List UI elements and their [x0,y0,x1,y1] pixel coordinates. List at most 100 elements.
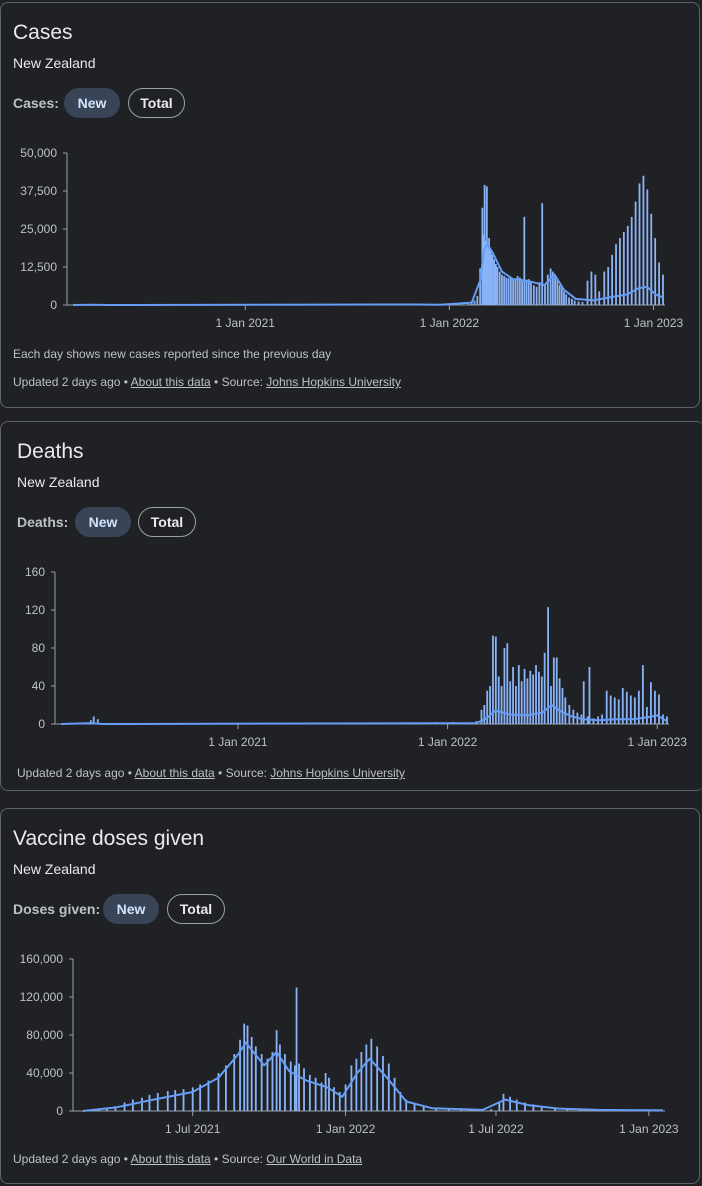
data-bar [532,1104,535,1111]
data-bar [470,302,473,305]
updated-text: Updated 2 days ago [13,1152,121,1166]
data-bar [558,285,561,305]
data-bar [515,686,517,724]
data-bar [320,1082,323,1111]
source-link[interactable]: Johns Hopkins University [266,375,402,389]
y-tick-label: 0 [50,298,57,312]
data-bar [517,665,520,724]
chart-footer: Updated 2 days ago • About this data • S… [13,1152,362,1166]
cases-chart[interactable]: 0 12,500 25,000 37,500 50,000 1 Jan 2021 1 Jan… [1,141,701,333]
data-bar [609,695,612,724]
separator: • [123,1152,128,1166]
source-label: Source: [221,1152,263,1166]
data-bar [148,1094,151,1111]
total-toggle-button[interactable]: Total [138,507,196,537]
data-bar [284,1054,286,1111]
y-tick-label: 120 [25,603,45,617]
data-bar [532,285,535,305]
data-bar [225,1065,227,1111]
data-bar [254,1046,257,1111]
data-bar [239,1039,241,1111]
separator: • [218,766,223,780]
data-bar [487,244,489,305]
average-line [82,1041,664,1112]
data-bar [480,709,483,724]
data-bar [492,635,494,724]
data-bar [588,667,591,724]
data-bar [355,1058,358,1111]
y-tick-label: 50,000 [20,146,57,160]
data-bar [96,719,99,724]
data-bar [613,697,616,724]
x-tick-label: 1 Jan 2022 [316,1122,376,1136]
vaccines-card: Vaccine doses given New Zealand Doses gi… [0,808,700,1184]
data-bar [295,987,298,1111]
data-bar [479,268,482,305]
data-bar [246,1025,249,1111]
data-bar [546,274,549,305]
data-bar [493,259,496,305]
data-bar [328,1077,330,1111]
data-bar [556,279,559,305]
data-bar [590,271,593,305]
data-bar [512,667,514,724]
data-bar [512,279,515,305]
about-data-link[interactable]: About this data [134,766,215,780]
data-bar [549,268,552,305]
data-bar [625,691,628,724]
data-bar [529,670,532,724]
source-label: Source: [221,375,263,389]
total-toggle-button[interactable]: Total [128,88,185,118]
data-bar [662,274,664,305]
total-toggle-button[interactable]: Total [167,894,225,924]
data-bar [156,1092,159,1111]
data-bar [131,1099,134,1111]
about-data-link[interactable]: About this data [130,375,211,389]
about-data-link[interactable]: About this data [130,1152,211,1166]
data-bar [468,304,470,305]
data-bar [518,277,521,305]
y-tick-label: 0 [56,1104,63,1118]
source-label: Source: [225,766,267,780]
data-bar [360,1052,363,1111]
data-bar [554,274,556,305]
deaths-chart[interactable]: 0 40 80 120 160 1 Jan 2021 1 Jan 2022 1 Jan 202… [1,560,702,752]
data-bar [303,1068,305,1111]
data-bar [592,718,595,724]
new-toggle-button[interactable]: New [75,507,131,537]
data-bar [558,678,561,724]
data-bar [123,1102,126,1111]
data-bar [586,280,589,305]
data-bar [393,1077,396,1111]
x-tick-label: 1 Jan 2021 [208,735,268,749]
data-bar [509,681,512,724]
data-bar [634,201,637,305]
data-bar [617,699,620,724]
data-bar [509,277,512,305]
data-bar [621,687,624,724]
card-title: Deaths [17,440,84,463]
source-link[interactable]: Our World in Data [266,1152,363,1166]
vaccines-chart[interactable]: 0 40,000 80,000 120,000 160,000 1 Jul 2021 1 J… [1,947,701,1139]
data-bar [382,1055,384,1111]
toggle-label: Cases: [13,95,59,111]
new-toggle-button[interactable]: New [103,894,159,924]
data-bar [503,276,506,305]
data-bar [199,1084,202,1111]
data-bar [641,665,644,724]
data-bar [626,225,629,305]
y-tick-label: 80,000 [26,1028,63,1042]
new-toggle-button[interactable]: New [64,88,120,118]
data-bar [523,668,526,724]
data-bar [509,1096,512,1111]
data-bar [582,681,585,724]
cases-card: Cases New Zealand Cases: New Total 0 12,5… [0,2,700,408]
source-link[interactable]: Johns Hopkins University [270,766,406,780]
data-bar [260,1054,263,1111]
data-bar [489,686,491,724]
x-tick-label: 1 Jan 2022 [418,735,478,749]
data-bar [551,271,554,305]
data-bar [387,1063,390,1111]
data-bar [543,652,546,724]
card-subtitle: New Zealand [13,861,96,877]
